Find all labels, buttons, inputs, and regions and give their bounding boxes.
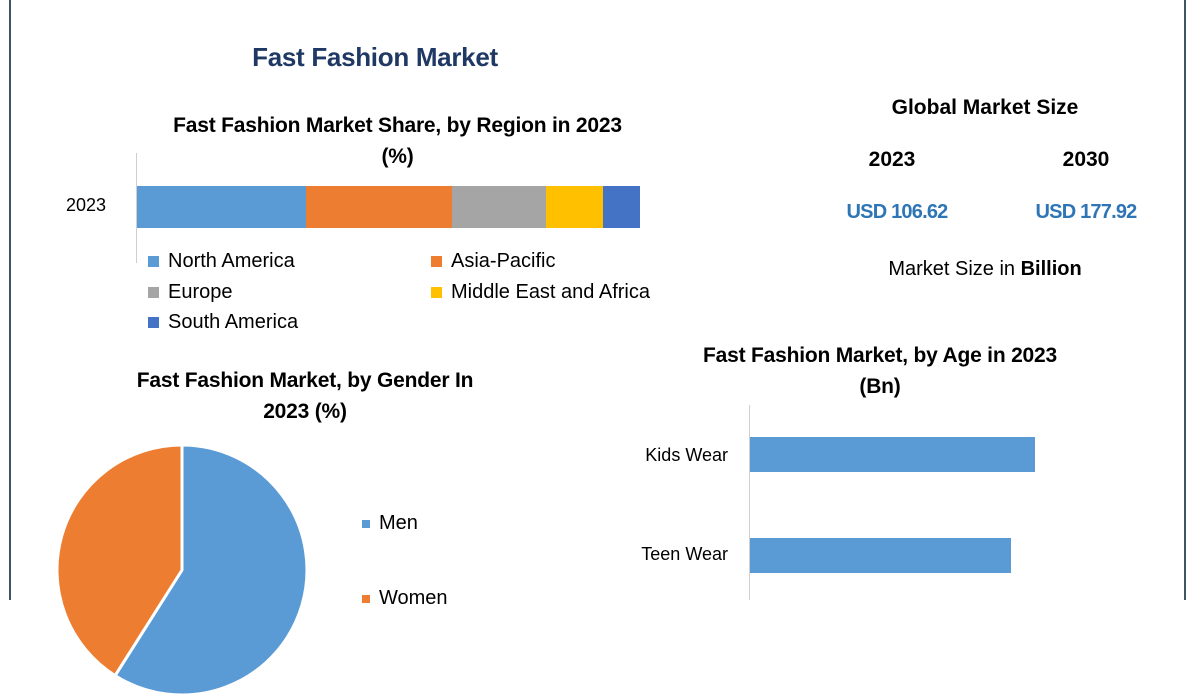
segment-middle-east-africa bbox=[545, 186, 603, 228]
left-border bbox=[9, 0, 11, 600]
legend-north-america: North America bbox=[148, 249, 295, 273]
legend-swatch bbox=[362, 594, 370, 603]
legend-swatch bbox=[148, 255, 159, 267]
legend-europe: Europe bbox=[148, 280, 233, 304]
region-chart-axis bbox=[136, 153, 137, 263]
segment-asia-pacific bbox=[306, 186, 452, 228]
legend-men: Men bbox=[362, 512, 418, 535]
age-chart-title-line2: (Bn) bbox=[859, 375, 901, 398]
bar-kids-wear bbox=[750, 437, 1035, 472]
region-chart-title-line1: Fast Fashion Market Share, by Region in … bbox=[173, 114, 622, 137]
legend-swatch bbox=[148, 316, 159, 328]
legend-swatch bbox=[148, 286, 159, 298]
market-value-2023: USD 106.62 bbox=[846, 201, 949, 223]
region-stacked-bar bbox=[137, 186, 640, 228]
region-chart-category: 2023 bbox=[66, 195, 107, 215]
right-border bbox=[1184, 0, 1186, 600]
legend-south-america: South America bbox=[148, 310, 298, 334]
age-chart-axis bbox=[749, 405, 750, 600]
segment-south-america bbox=[602, 186, 640, 228]
market-size-note: Market Size in Billion bbox=[888, 258, 1082, 280]
gender-pie-chart bbox=[57, 445, 307, 695]
market-value-2030: USD 177.92 bbox=[1035, 201, 1138, 223]
region-legend: North America Asia-Pacific Europe Middle… bbox=[148, 249, 708, 339]
age-category-kids: Kids Wear bbox=[645, 445, 728, 465]
legend-middle-east-africa: Middle East and Africa bbox=[431, 280, 650, 304]
region-chart-title-line2: (%) bbox=[381, 145, 414, 168]
legend-swatch bbox=[431, 255, 442, 267]
legend-asia-pacific: Asia-Pacific bbox=[431, 249, 555, 273]
gender-chart-title-line2: 2023 (%) bbox=[263, 400, 347, 423]
legend-women: Women bbox=[362, 587, 448, 610]
legend-swatch bbox=[431, 286, 442, 298]
legend-swatch bbox=[362, 519, 370, 528]
gender-chart-title-line1: Fast Fashion Market, by Gender In bbox=[136, 369, 474, 392]
year-2023: 2023 bbox=[868, 148, 916, 171]
age-chart-title-line1: Fast Fashion Market, by Age in 2023 bbox=[703, 344, 1057, 367]
region-chart-title: Fast Fashion Market Share, by Region in … bbox=[120, 110, 675, 172]
bar-teen-wear bbox=[750, 538, 1011, 573]
global-market-title: Global Market Size bbox=[891, 96, 1079, 119]
age-category-teen: Teen Wear bbox=[641, 544, 728, 564]
segment-north-america bbox=[137, 186, 306, 228]
year-2030: 2030 bbox=[1062, 148, 1110, 171]
page-title: Fast Fashion Market bbox=[252, 42, 498, 72]
segment-europe bbox=[451, 186, 546, 228]
gender-chart-title: Fast Fashion Market, by Gender In 2023 (… bbox=[90, 365, 520, 427]
age-chart-title: Fast Fashion Market, by Age in 2023 (Bn) bbox=[655, 340, 1105, 402]
